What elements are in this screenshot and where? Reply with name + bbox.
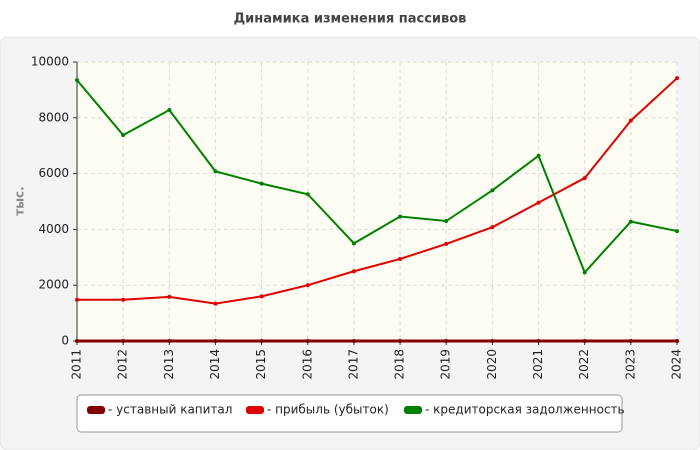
legend-label: - кредиторская задолженность (425, 403, 625, 417)
x-tick-label: 2022 (577, 349, 591, 380)
point (628, 339, 633, 343)
plot-area (77, 62, 677, 341)
point (628, 118, 633, 123)
x-tick-label: 2016 (300, 349, 314, 380)
x-tick-label: 2024 (670, 349, 684, 380)
point (75, 297, 79, 302)
point (398, 256, 403, 261)
x-tick-label: 2020 (485, 349, 499, 380)
x-tick-label: 2011 (70, 349, 84, 380)
point (536, 153, 541, 158)
point (490, 188, 495, 193)
point (444, 219, 449, 224)
y-tick-label: 8000 (38, 110, 69, 124)
point (121, 297, 126, 302)
point (75, 78, 79, 83)
x-tick-label: 2015 (254, 349, 268, 380)
point (351, 269, 356, 274)
x-tick-label: 2021 (531, 349, 545, 380)
x-tick-label: 2012 (116, 349, 130, 380)
point (536, 200, 541, 205)
point (259, 181, 264, 186)
y-tick-label: 10000 (31, 55, 69, 69)
series-line (77, 77, 678, 305)
point (167, 339, 172, 343)
x-tick-label: 2018 (393, 349, 407, 380)
series-line (76, 79, 678, 275)
point (259, 294, 264, 299)
point (444, 339, 449, 343)
x-tick-label: 2017 (346, 349, 360, 380)
point (75, 339, 79, 343)
legend-swatch (87, 406, 105, 414)
point (167, 294, 172, 299)
point (213, 301, 218, 306)
point (213, 339, 218, 343)
point (444, 241, 449, 246)
y-tick-label: 4000 (38, 222, 69, 236)
point (305, 283, 310, 288)
point (121, 133, 126, 138)
y-tick-label: 0 (61, 334, 69, 348)
legend-label: - прибыль (убыток) (267, 403, 389, 417)
point (675, 229, 679, 234)
point (259, 339, 264, 343)
legend-swatch (246, 406, 264, 414)
point (536, 339, 541, 343)
point (675, 76, 679, 81)
point (213, 169, 218, 174)
y-tick-label: 2000 (38, 278, 69, 292)
point (351, 339, 356, 343)
x-tick-label: 2014 (208, 349, 222, 380)
point (305, 339, 310, 343)
point (167, 107, 172, 112)
point (582, 339, 587, 343)
point (121, 339, 126, 343)
point (398, 339, 403, 343)
point (490, 225, 495, 230)
x-tick-label: 2013 (162, 349, 176, 380)
point (490, 339, 495, 343)
chart-title: Динамика изменения пассивов (234, 12, 467, 27)
point (305, 192, 310, 197)
point (351, 241, 356, 246)
x-tick-label: 2023 (623, 349, 637, 380)
point (582, 176, 587, 181)
legend-label: - уставный капитал (108, 403, 232, 417)
point (582, 270, 587, 275)
point (628, 219, 633, 224)
y-tick-label: 6000 (38, 166, 69, 180)
x-tick-label: 2019 (439, 349, 453, 380)
legend (76, 394, 623, 433)
point (398, 214, 403, 219)
point (675, 339, 679, 343)
y-axis-label: тыс. (13, 186, 27, 215)
legend-swatch (404, 406, 422, 414)
